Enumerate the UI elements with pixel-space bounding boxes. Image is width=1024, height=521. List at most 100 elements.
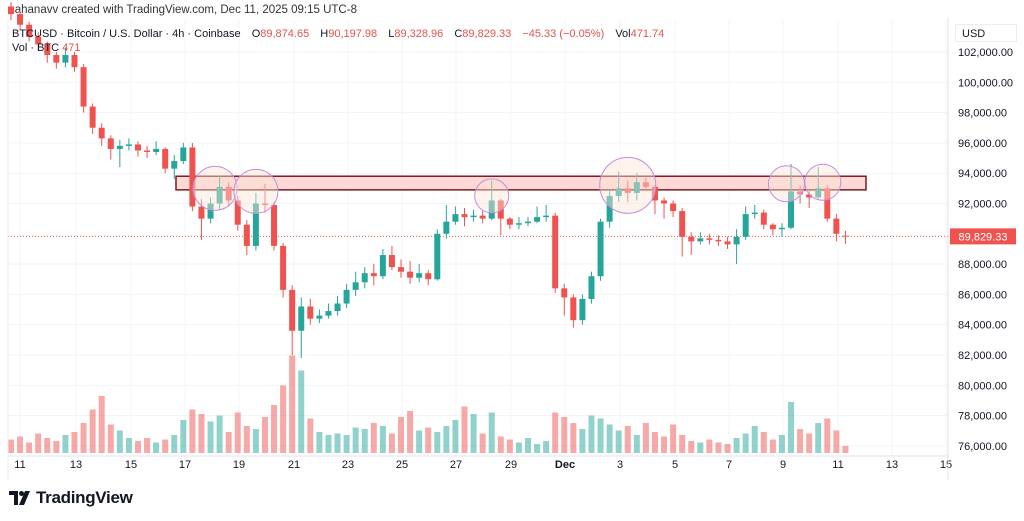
volume-bar [261, 417, 268, 453]
volume-bar [724, 444, 731, 453]
volume-bar [561, 417, 568, 453]
candle-body [180, 147, 187, 162]
volume-bar [624, 426, 631, 453]
volume-bar [89, 409, 96, 453]
candle-body [579, 298, 586, 321]
volume-bar [715, 442, 722, 453]
volume-bar [479, 433, 486, 453]
candle-body [134, 144, 141, 151]
candle-body [370, 273, 377, 277]
volume-bar [243, 426, 250, 453]
candle-body [633, 182, 640, 193]
price-chart[interactable]: 102,000.00100,000.0098,000.0096,000.0094… [0, 0, 1024, 480]
volume-bar [788, 402, 795, 453]
time-tick-label: 29 [505, 459, 517, 471]
open-value: 89,874.65 [260, 28, 310, 40]
candle-body [162, 148, 169, 169]
candle-body [588, 276, 595, 299]
annotation-circle [804, 163, 842, 201]
candle-body [497, 200, 504, 219]
candle-body [606, 195, 613, 222]
volume-legend: Vol · BTC 471 [12, 42, 81, 54]
candle-body [8, 6, 14, 15]
volume-series-label[interactable]: Vol · BTC [12, 42, 60, 54]
volume-bar [53, 441, 60, 453]
candle-body [425, 273, 432, 280]
volume-bar [71, 432, 78, 453]
brand-name: TradingView [36, 488, 133, 507]
volume-bar [207, 421, 214, 453]
volume-bar [461, 406, 468, 453]
volume-bar [470, 414, 477, 453]
candle-body [207, 203, 214, 219]
annotation-circle [233, 168, 279, 214]
price-tick-label: 82,000.00 [958, 350, 1007, 362]
volume-bar [289, 355, 296, 453]
volume-bar [651, 432, 658, 453]
time-tick-label: 21 [288, 459, 300, 471]
volume-bar [343, 435, 350, 453]
price-tick-label: 96,000.00 [958, 138, 1007, 150]
volume-bar [379, 426, 386, 453]
volume-bar [742, 433, 749, 453]
price-tick-label: 84,000.00 [958, 320, 1007, 332]
candle-body [35, 36, 42, 45]
volume-bar [706, 439, 713, 453]
volume-bar [35, 433, 42, 453]
candle-body [797, 191, 804, 195]
price-tick-label: 98,000.00 [958, 108, 1007, 120]
price-tick-label: 78,000.00 [958, 411, 1007, 423]
volume-bar [515, 442, 522, 453]
grid-lines [8, 20, 948, 455]
volume-bar [642, 423, 649, 453]
volume-bar [316, 432, 323, 453]
candle-body [570, 297, 577, 321]
candle-body [561, 288, 568, 298]
volume-bar [797, 429, 804, 453]
volume-bar [697, 442, 704, 453]
volume-bar [171, 435, 178, 453]
symbol-title[interactable]: BTCUSD · Bitcoin / U.S. Dollar · 4h · Co… [12, 28, 241, 40]
candle-body [452, 214, 459, 222]
volume-bar [416, 430, 423, 453]
candle-body [280, 245, 287, 290]
candle-body [733, 236, 740, 245]
chart-credit: sahanavv created with TradingView.com, D… [9, 4, 357, 16]
candle-body [833, 218, 840, 234]
volume-bar [425, 427, 432, 453]
symbol-legend: BTCUSD · Bitcoin / U.S. Dollar · 4h · Co… [12, 28, 664, 40]
time-tick-label: 7 [726, 459, 732, 471]
candle-body [488, 200, 495, 219]
tradingview-logo-icon [9, 491, 30, 505]
candle-body [824, 188, 831, 219]
volume-bar [570, 423, 577, 453]
price-tick-label: 100,000.00 [958, 77, 1013, 89]
volume-bar [615, 430, 622, 453]
volume-bar [579, 429, 586, 453]
candle-body [89, 106, 96, 128]
volume-bar [225, 432, 232, 453]
candle-body [98, 127, 105, 139]
volume-bar [434, 432, 441, 453]
volume-bar [688, 441, 695, 453]
candle-body [216, 186, 223, 204]
volume-bar [552, 412, 559, 453]
annotation-circle [599, 156, 657, 214]
volume-bar [398, 417, 405, 453]
axes: 102,000.00100,000.0098,000.0096,000.0094… [7, 18, 1016, 480]
candle-body [189, 147, 196, 207]
time-tick-label: 27 [450, 459, 462, 471]
candle-body [407, 271, 414, 278]
volume-bar [352, 427, 359, 453]
currency-label[interactable]: USD [955, 24, 1017, 42]
volume-bar [162, 439, 169, 453]
tradingview-logo[interactable]: TradingView [9, 488, 133, 508]
volume-bar [806, 433, 813, 453]
candle-body [53, 55, 60, 63]
volume-bar [216, 415, 223, 453]
volume-bar [833, 430, 840, 453]
candle-body [225, 186, 232, 201]
candle-body [171, 161, 178, 169]
volume-bar [443, 426, 450, 453]
volume-bar [824, 418, 831, 453]
